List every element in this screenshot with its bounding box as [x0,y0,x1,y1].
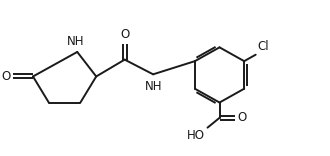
Text: NH: NH [67,35,84,48]
Text: O: O [1,70,10,83]
Text: NH: NH [145,80,162,93]
Text: Cl: Cl [257,40,269,53]
Text: O: O [237,111,247,124]
Text: HO: HO [187,129,205,142]
Text: O: O [120,28,129,41]
